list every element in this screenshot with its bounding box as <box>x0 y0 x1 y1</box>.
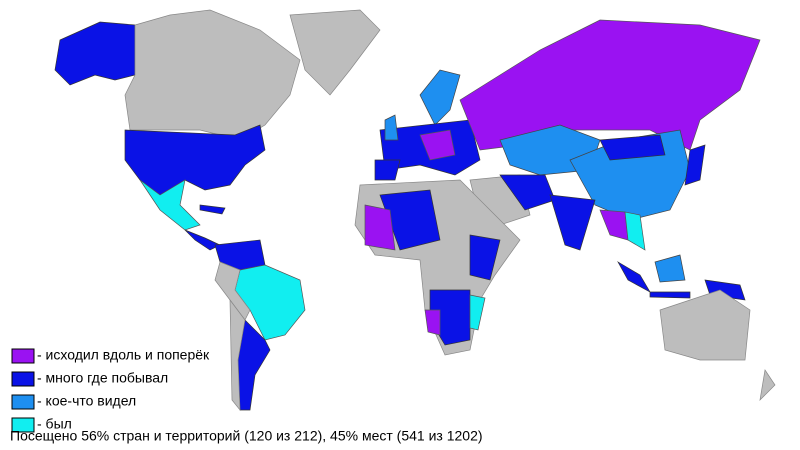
legend: - исходил вдоль и поперёк - много где поб… <box>11 347 210 433</box>
iberia <box>374 159 401 181</box>
legend-label: - был <box>37 416 72 432</box>
scandinavia <box>419 69 461 126</box>
chile <box>229 298 246 412</box>
central-america <box>184 229 221 251</box>
java <box>649 291 691 299</box>
east-africa <box>469 234 501 281</box>
indochina <box>599 209 629 241</box>
legend-label: - много где побывал <box>37 370 168 386</box>
sumatra <box>617 261 651 293</box>
world-map <box>54 9 776 412</box>
sahel <box>364 204 396 251</box>
australia <box>659 289 751 361</box>
legend-swatch <box>11 417 35 433</box>
alaska <box>54 21 136 86</box>
russia <box>459 19 761 151</box>
legend-label: - исходил вдоль и поперёк <box>37 347 210 363</box>
britain <box>384 114 399 141</box>
canada <box>124 9 301 141</box>
japan <box>684 144 706 186</box>
west-africa <box>379 189 441 251</box>
summary: Посещено 56% стран и территорий (120 из … <box>10 428 483 444</box>
new-zealand <box>759 369 776 402</box>
vietnam <box>624 211 646 251</box>
cuba <box>199 204 226 215</box>
central-europe <box>419 129 456 161</box>
legend-swatch <box>11 371 35 387</box>
mongolia <box>599 134 666 161</box>
greenland <box>289 9 381 96</box>
peru-bolivia <box>214 261 251 321</box>
mozambique <box>469 294 486 331</box>
legend-swatch <box>11 348 35 364</box>
india <box>549 194 596 251</box>
usa <box>124 124 266 196</box>
mexico <box>139 179 201 231</box>
borneo <box>654 254 686 283</box>
angola <box>424 309 441 336</box>
legend-label: - кое-что видел <box>37 393 136 409</box>
legend-swatch <box>11 394 35 410</box>
